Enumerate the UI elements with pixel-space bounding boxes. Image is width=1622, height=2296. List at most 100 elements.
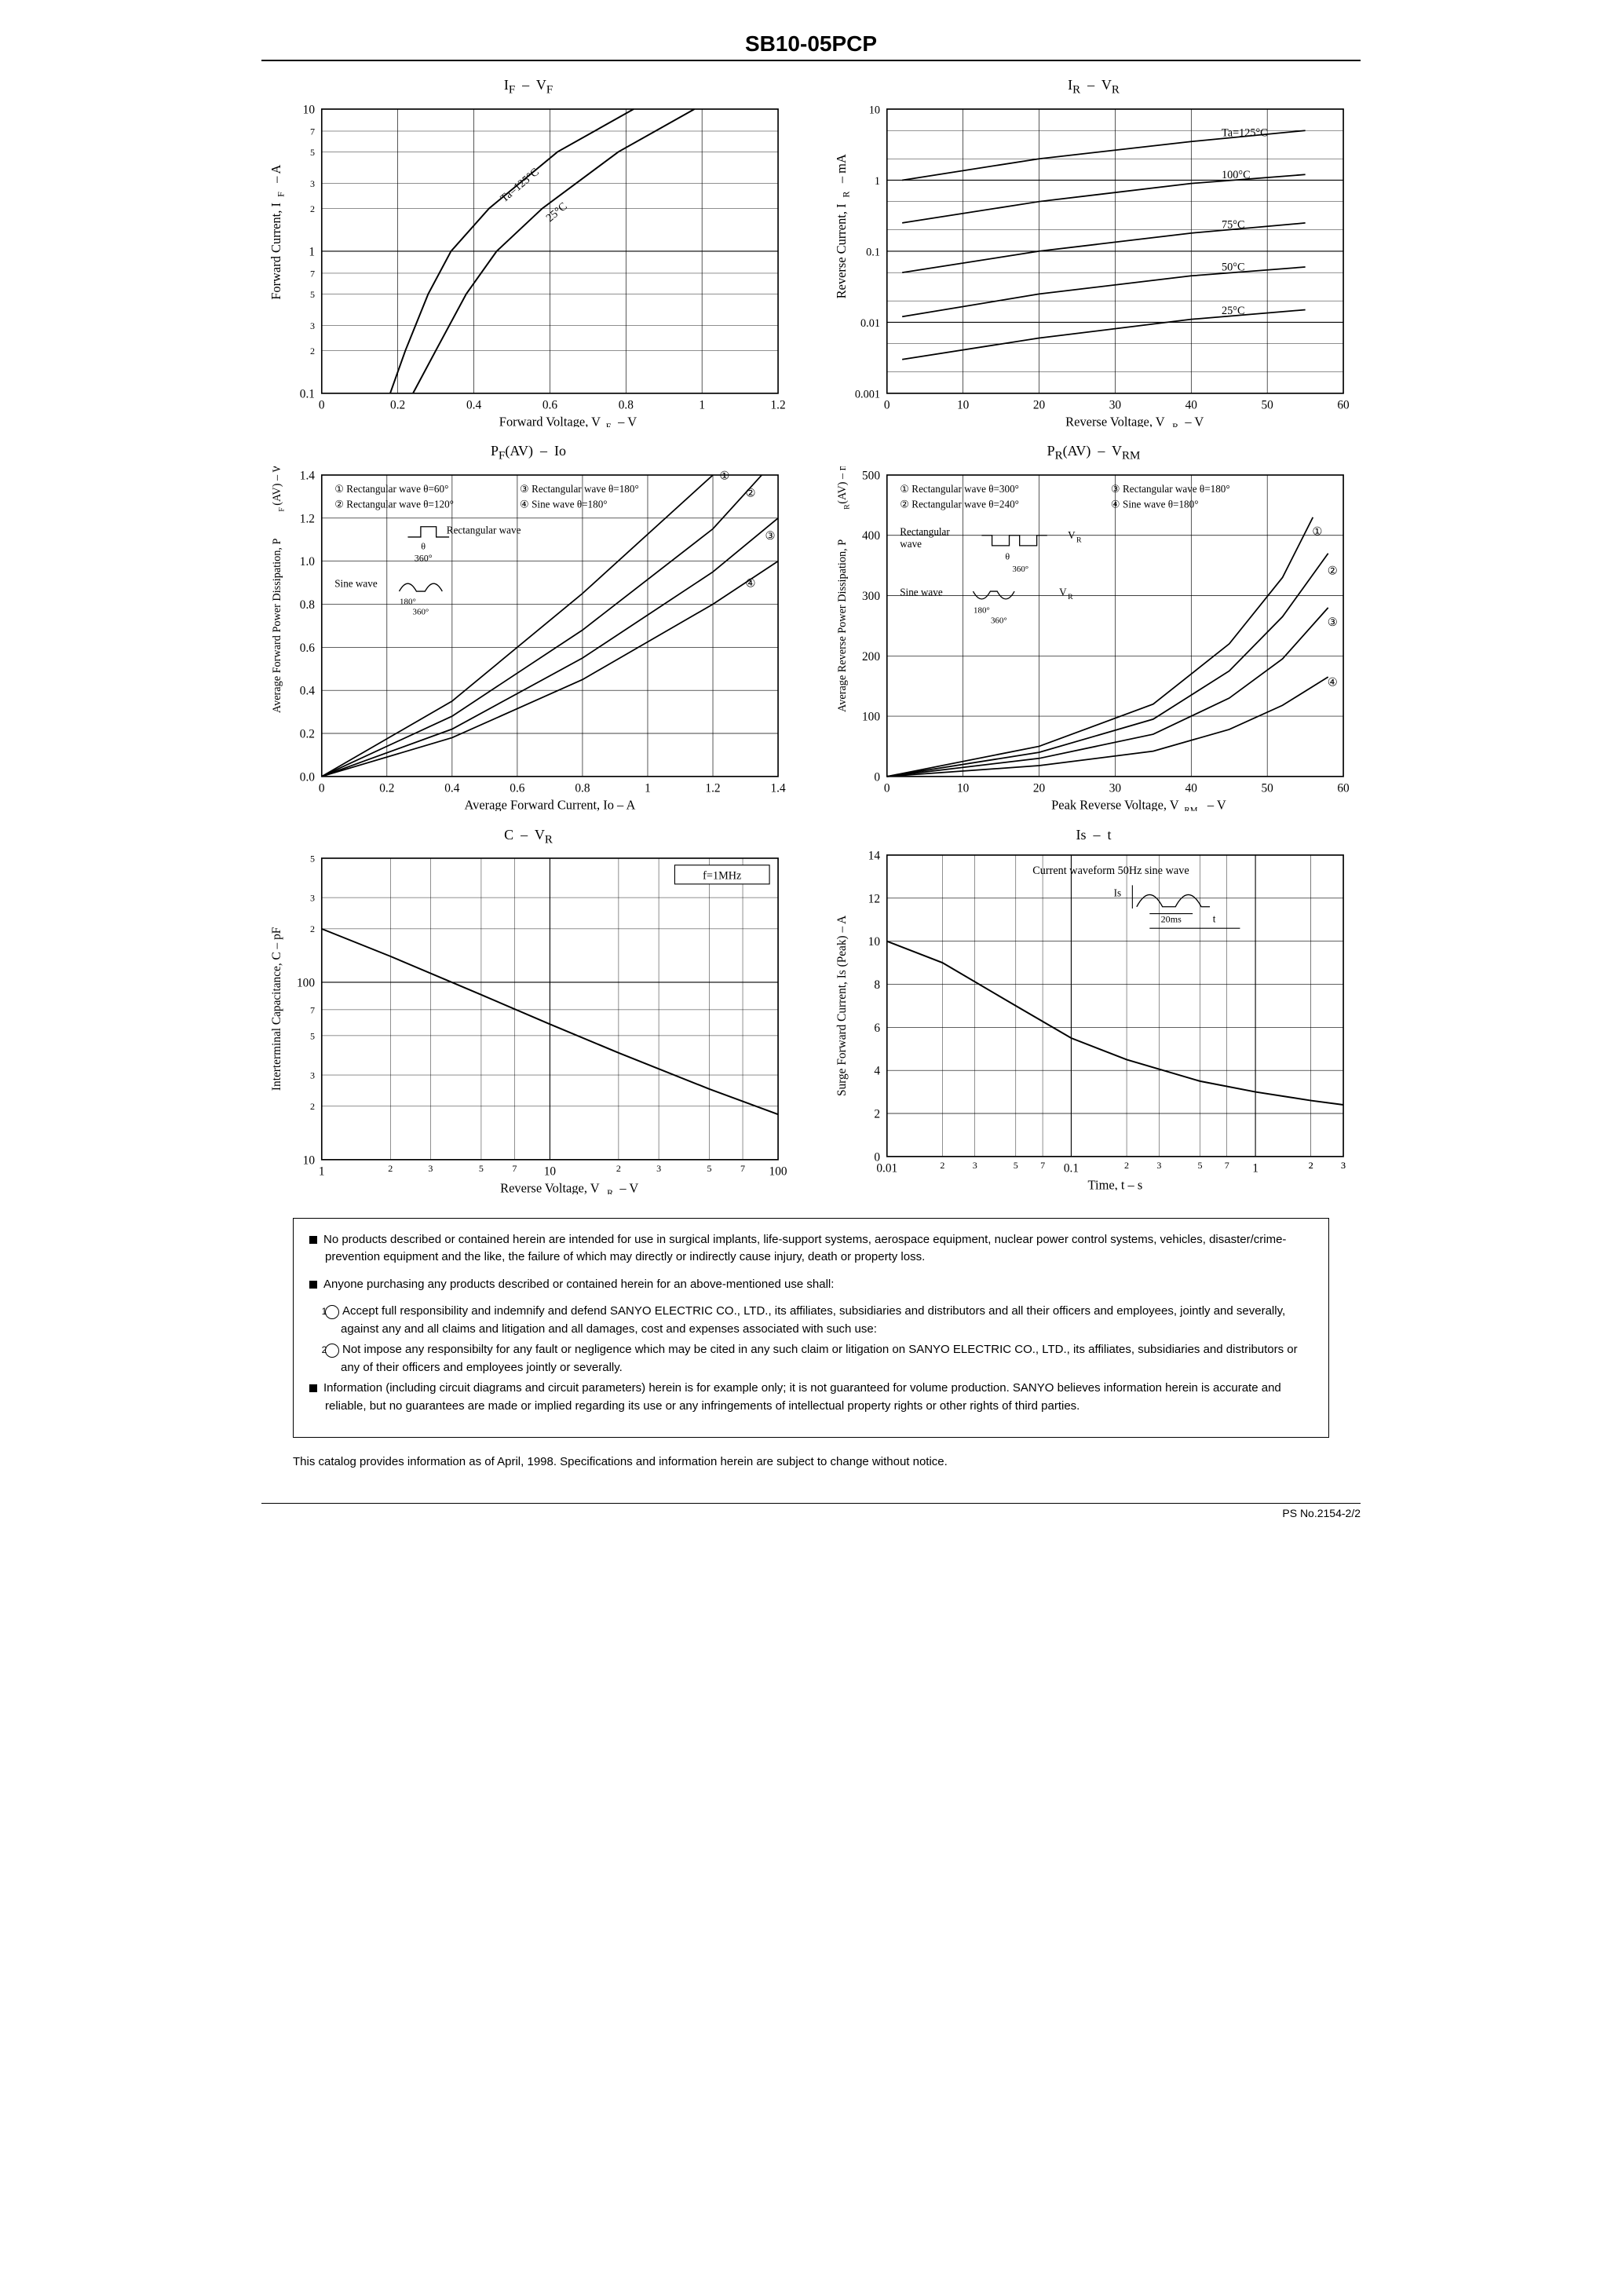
svg-text:0.8: 0.8 <box>619 398 634 411</box>
svg-text:Is: Is <box>1114 887 1122 898</box>
svg-text:3: 3 <box>310 893 315 904</box>
svg-text:7: 7 <box>1040 1160 1045 1171</box>
svg-text:Forward Current, I: Forward Current, I <box>269 203 283 300</box>
svg-text:5: 5 <box>707 1163 712 1174</box>
svg-text:R: R <box>843 504 852 510</box>
svg-text:R: R <box>841 190 852 197</box>
svg-text:10: 10 <box>303 103 316 116</box>
footer-note: This catalog provides information as of … <box>293 1453 1329 1472</box>
svg-text:3: 3 <box>310 1070 315 1081</box>
svg-text:wave: wave <box>900 538 922 550</box>
svg-text:Forward Voltage, V: Forward Voltage, V <box>499 414 601 427</box>
svg-text:3: 3 <box>310 320 315 331</box>
svg-text:– V: – V <box>1207 797 1226 810</box>
svg-text:Surge Forward Current, Is (Pea: Surge Forward Current, Is (Peak) – A <box>835 915 849 1095</box>
svg-text:f=1MHz: f=1MHz <box>703 870 741 883</box>
svg-text:360°: 360° <box>1012 565 1028 574</box>
svg-text:50°C: 50°C <box>1222 261 1244 273</box>
svg-text:0.1: 0.1 <box>1064 1161 1079 1175</box>
svg-text:2: 2 <box>388 1163 393 1174</box>
chart-c-vr: C – VR 12357102357100102357100235f=1MHzR… <box>261 827 795 1194</box>
svg-text:Peak Reverse Voltage, V: Peak Reverse Voltage, V <box>1051 797 1179 810</box>
svg-text:0: 0 <box>874 770 880 784</box>
chart-svg: 01020304050600.0010.010.1110Ta=125°C100°… <box>827 101 1361 428</box>
svg-text:50: 50 <box>1262 782 1274 795</box>
svg-text:300: 300 <box>862 590 880 603</box>
svg-text:0.8: 0.8 <box>300 598 316 612</box>
svg-text:1.2: 1.2 <box>705 782 720 795</box>
svg-text:② Rectangular wave θ=120°: ② Rectangular wave θ=120° <box>334 499 454 510</box>
svg-text:1.2: 1.2 <box>300 512 315 525</box>
svg-text:Average Reverse Power Dissipat: Average Reverse Power Dissipation, P <box>836 539 849 712</box>
chart-title: Is – t <box>827 827 1361 843</box>
chart-pr-vrm: PR(AV) – VRM 010203040506001002003004005… <box>827 443 1361 810</box>
svg-text:Reverse Voltage, V: Reverse Voltage, V <box>500 1181 600 1194</box>
svg-text:0: 0 <box>319 398 325 411</box>
svg-text:100: 100 <box>862 710 880 723</box>
svg-text:14: 14 <box>868 849 881 862</box>
svg-text:360°: 360° <box>412 608 429 617</box>
chart-if-vf: IF – VF 00.20.40.60.811.20.123571235710T… <box>261 77 795 427</box>
notice-2-2: 2Not impose any responsibilty for any fa… <box>309 1341 1313 1377</box>
svg-text:20: 20 <box>1033 782 1046 795</box>
square-bullet-icon <box>309 1236 317 1244</box>
svg-text:30: 30 <box>1109 398 1122 411</box>
ps-number: PS No.2154-2/2 <box>261 1503 1361 1519</box>
svg-text:100°C: 100°C <box>1222 169 1251 181</box>
svg-text:R: R <box>607 1187 614 1194</box>
svg-text:8: 8 <box>874 978 880 992</box>
svg-text:②: ② <box>746 487 756 499</box>
svg-text:② Rectangular wave θ=240°: ② Rectangular wave θ=240° <box>900 499 1019 510</box>
svg-text:0: 0 <box>884 782 890 795</box>
svg-text:Rectangular: Rectangular <box>900 526 950 538</box>
chart-is-t: Is – t 0.0123570.123571232302468101214Cu… <box>827 827 1361 1194</box>
circled-1-icon: 1 <box>325 1305 339 1319</box>
svg-text:①: ① <box>1312 526 1322 539</box>
svg-text:60: 60 <box>1337 782 1350 795</box>
svg-text:10: 10 <box>957 398 970 411</box>
svg-text:RM: RM <box>1184 806 1197 811</box>
svg-text:10: 10 <box>868 935 881 949</box>
chart-title: IR – VR <box>827 77 1361 97</box>
svg-text:– A: – A <box>269 164 283 183</box>
svg-text:0.4: 0.4 <box>300 685 316 698</box>
notice-2: Anyone purchasing any products described… <box>309 1276 1313 1294</box>
svg-text:0: 0 <box>884 398 890 411</box>
svg-text:F: F <box>276 191 287 196</box>
svg-text:④ Sine wave θ=180°: ④ Sine wave θ=180° <box>520 499 608 510</box>
svg-text:0.0: 0.0 <box>300 770 316 784</box>
svg-text:②: ② <box>1328 565 1338 578</box>
svg-text:F: F <box>606 421 612 428</box>
svg-text:7: 7 <box>1225 1160 1229 1171</box>
svg-text:Interterminal Capacitance, C –: Interterminal Capacitance, C – pF <box>270 927 283 1091</box>
svg-text:500: 500 <box>862 469 880 482</box>
svg-text:3: 3 <box>1156 1160 1161 1171</box>
svg-text:100: 100 <box>297 977 315 990</box>
svg-text:2: 2 <box>1309 1160 1313 1171</box>
chart-title: IF – VF <box>261 77 795 97</box>
chart-title: C – VR <box>261 827 795 847</box>
svg-text:2: 2 <box>874 1107 880 1121</box>
svg-text:0: 0 <box>319 782 325 795</box>
square-bullet-icon <box>309 1281 317 1289</box>
part-number-title: SB10-05PCP <box>261 31 1361 61</box>
svg-text:Average Forward Power Dissipat: Average Forward Power Dissipation, P <box>271 539 283 714</box>
notice-3: Information (including circuit diagrams … <box>309 1380 1313 1415</box>
svg-text:12: 12 <box>868 892 880 905</box>
svg-text:④: ④ <box>1328 677 1338 689</box>
svg-text:Sine wave: Sine wave <box>334 577 378 589</box>
svg-text:(AV) – W: (AV) – W <box>271 466 283 506</box>
svg-text:6: 6 <box>874 1021 880 1034</box>
svg-text:t: t <box>1213 912 1216 924</box>
svg-text:0: 0 <box>874 1150 880 1164</box>
svg-text:Rectangular wave: Rectangular wave <box>447 525 521 536</box>
svg-text:1.0: 1.0 <box>300 555 316 569</box>
svg-text:2: 2 <box>310 924 315 935</box>
svg-text:5: 5 <box>479 1163 484 1174</box>
svg-text:– mA: – mA <box>834 154 849 184</box>
svg-text:50: 50 <box>1262 398 1274 411</box>
chart-svg: 0.0123570.123571232302468101214Current w… <box>827 846 1361 1191</box>
svg-text:1: 1 <box>875 175 880 188</box>
svg-text:0.6: 0.6 <box>300 642 316 655</box>
svg-text:V: V <box>1068 529 1076 541</box>
